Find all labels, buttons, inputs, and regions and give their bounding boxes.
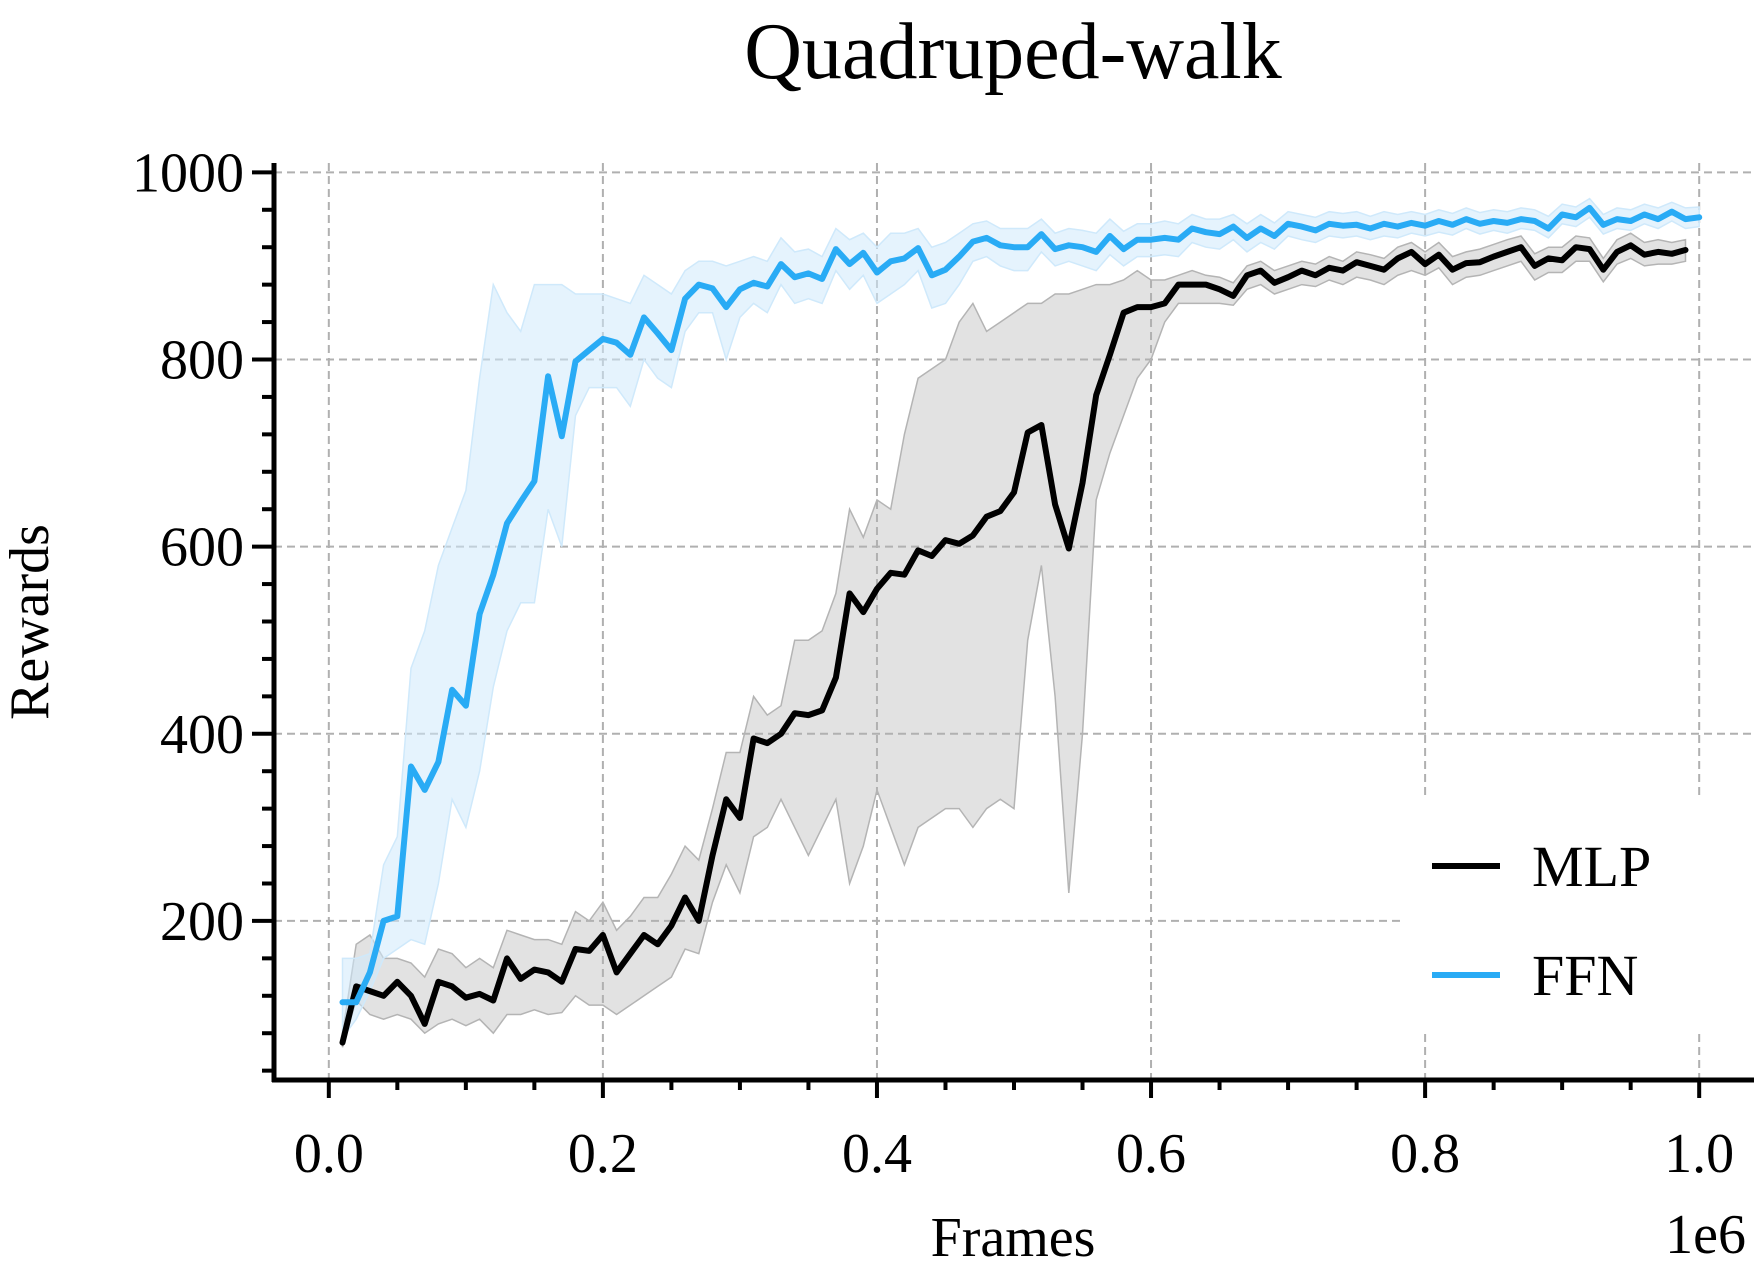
legend-box (1402, 800, 1754, 1032)
legend-label-mlp: MLP (1532, 834, 1651, 899)
x-tick-label: 0.4 (842, 1123, 912, 1185)
x-tick-label: 0.0 (294, 1123, 364, 1185)
series-lines (339, 204, 1703, 1046)
y-tick-label: 800 (160, 330, 244, 392)
legend: MLP FFN (1402, 800, 1754, 1032)
x-tick-label: 0.2 (568, 1123, 638, 1185)
x-axis-label: Frames (931, 1207, 1096, 1269)
line-mlp (339, 242, 1689, 1046)
band-ffn (341, 197, 1700, 1041)
x-tick-label: 1.0 (1664, 1123, 1734, 1185)
band-mlp (341, 232, 1687, 1048)
y-tick-label: 400 (160, 704, 244, 766)
axis-ticks: 0.0 0.2 0.4 0.6 0.8 1.0 200 400 600 800 1000 (132, 142, 1734, 1185)
y-tick-label: 1000 (132, 142, 244, 204)
confidence-bands (341, 197, 1700, 1048)
legend-label-ffn: FFN (1532, 943, 1638, 1008)
x-tick-label: 0.8 (1390, 1123, 1460, 1185)
x-tick-label: 0.6 (1116, 1123, 1186, 1185)
chart-title: Quadruped-walk (744, 8, 1282, 96)
y-tick-label: 600 (160, 517, 244, 579)
y-axis-label: Rewards (0, 524, 61, 720)
y-tick-label: 200 (160, 891, 244, 953)
grid (274, 163, 1754, 1080)
line-ffn (339, 204, 1703, 1006)
x-offset-label: 1e6 (1665, 1204, 1746, 1266)
